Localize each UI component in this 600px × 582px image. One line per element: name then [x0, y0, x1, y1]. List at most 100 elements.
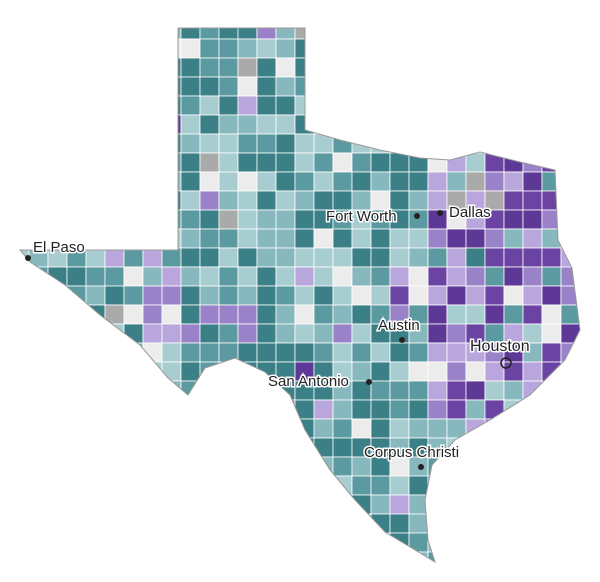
county	[408, 399, 429, 420]
county	[142, 266, 163, 287]
county	[332, 342, 353, 363]
county	[237, 304, 258, 325]
county	[237, 38, 258, 59]
county	[256, 228, 277, 249]
county	[275, 38, 296, 59]
county	[484, 380, 505, 401]
county	[541, 304, 562, 325]
county	[503, 285, 524, 306]
county	[161, 266, 182, 287]
county	[370, 228, 391, 249]
county	[427, 380, 448, 401]
county	[275, 266, 296, 287]
county	[522, 190, 543, 211]
city-dot	[418, 464, 424, 470]
county	[123, 247, 144, 268]
county	[142, 304, 163, 325]
county	[237, 152, 258, 173]
county	[484, 285, 505, 306]
county	[180, 342, 201, 363]
county	[161, 323, 182, 344]
county	[275, 171, 296, 192]
county	[104, 247, 125, 268]
county	[294, 152, 315, 173]
county	[275, 152, 296, 173]
county	[180, 95, 201, 116]
county	[237, 57, 258, 78]
county	[180, 247, 201, 268]
county	[180, 152, 201, 173]
county	[256, 342, 277, 363]
city-label: El Paso	[33, 239, 85, 256]
city-label: Fort Worth	[326, 208, 397, 225]
county	[313, 266, 334, 287]
county	[218, 247, 239, 268]
county	[313, 342, 334, 363]
county	[294, 266, 315, 287]
county	[237, 209, 258, 230]
county	[237, 228, 258, 249]
county	[408, 513, 429, 534]
county	[351, 399, 372, 420]
county	[180, 38, 201, 59]
county	[104, 285, 125, 306]
county	[522, 304, 543, 325]
city-dot	[399, 337, 405, 343]
county	[427, 171, 448, 192]
county	[218, 57, 239, 78]
county	[180, 361, 201, 382]
county	[123, 285, 144, 306]
county	[446, 266, 467, 287]
county	[503, 380, 524, 401]
county	[465, 361, 486, 382]
county	[199, 152, 220, 173]
county	[389, 361, 410, 382]
county	[541, 342, 562, 363]
county	[313, 171, 334, 192]
county	[541, 266, 562, 287]
county	[218, 76, 239, 97]
county	[427, 266, 448, 287]
county	[256, 209, 277, 230]
county	[180, 228, 201, 249]
county	[237, 247, 258, 268]
county	[313, 304, 334, 325]
county	[465, 152, 486, 173]
county	[142, 285, 163, 306]
county	[370, 342, 391, 363]
county	[351, 228, 372, 249]
county	[275, 57, 296, 78]
county	[161, 247, 182, 268]
county	[408, 361, 429, 382]
city-label: Corpus Christi	[364, 444, 459, 461]
county	[370, 285, 391, 306]
county	[123, 304, 144, 325]
county	[218, 209, 239, 230]
county	[465, 247, 486, 268]
county	[313, 152, 334, 173]
county	[427, 418, 448, 439]
county	[351, 323, 372, 344]
county	[370, 399, 391, 420]
county	[503, 190, 524, 211]
county	[256, 266, 277, 287]
county	[408, 285, 429, 306]
county	[351, 152, 372, 173]
county	[408, 380, 429, 401]
city-label: Dallas	[449, 204, 491, 221]
county	[541, 285, 562, 306]
county	[408, 190, 429, 211]
county	[180, 57, 201, 78]
county	[275, 342, 296, 363]
county	[313, 399, 334, 420]
county	[256, 76, 277, 97]
state-outline	[18, 27, 581, 564]
county	[294, 133, 315, 154]
county	[351, 171, 372, 192]
city-dot	[500, 357, 512, 369]
county	[370, 171, 391, 192]
county	[465, 266, 486, 287]
county	[256, 323, 277, 344]
county	[237, 323, 258, 344]
county	[332, 323, 353, 344]
